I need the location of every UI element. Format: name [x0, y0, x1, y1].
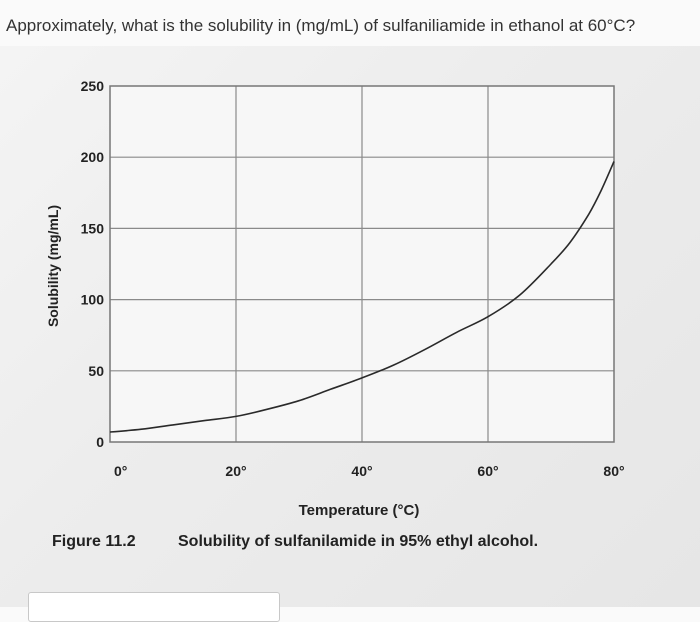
x-axis-label: Temperature (°C) — [299, 502, 420, 519]
plot-border — [109, 85, 615, 443]
solubility-chart: 0 50 100 150 200 250 0° 20° 40° 60° 80° Solubilit… — [45, 78, 625, 550]
x-tick-label: 20° — [225, 463, 246, 479]
answer-input[interactable] — [28, 592, 280, 622]
x-tick-label: 80° — [603, 463, 624, 479]
y-tick-label: 200 — [81, 149, 105, 165]
figure-number: Figure 11.2 — [52, 533, 136, 550]
question-text: Approximately, what is the solubility in… — [6, 16, 636, 35]
figure-caption: Solubility of sulfanilamide in 95% ethyl… — [178, 533, 538, 550]
series-group — [109, 161, 615, 433]
y-tick-label: 250 — [81, 78, 105, 94]
y-tick-label: 50 — [88, 363, 104, 379]
x-tick-label: 40° — [351, 463, 372, 479]
x-tick-labels: 0° 20° 40° 60° 80° — [114, 463, 625, 479]
grid-lines — [110, 86, 614, 442]
y-tick-label: 100 — [81, 292, 105, 308]
x-tick-label: 60° — [477, 463, 498, 479]
y-tick-label: 150 — [81, 220, 105, 236]
solubility-curve — [109, 161, 615, 433]
y-tick-labels: 0 50 100 150 200 250 — [81, 78, 105, 450]
x-tick-label: 0° — [114, 463, 127, 479]
y-axis-label: Solubility (mg/mL) — [45, 205, 61, 327]
y-tick-label: 0 — [96, 434, 104, 450]
chart-photo: 0 50 100 150 200 250 0° 20° 40° 60° 80° Solubilit… — [0, 46, 700, 607]
